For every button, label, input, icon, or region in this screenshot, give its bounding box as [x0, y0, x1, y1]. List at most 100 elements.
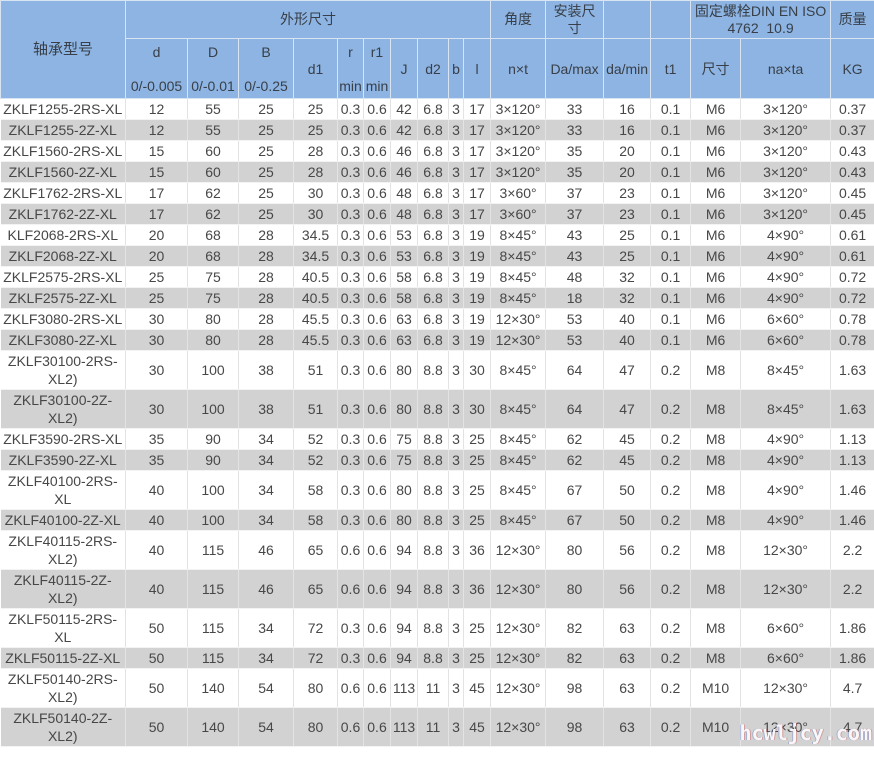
- cell-B: 34: [238, 509, 294, 531]
- cell-b: 3: [448, 608, 464, 648]
- cell-D: 100: [187, 470, 239, 510]
- cell-da-min: 40: [603, 308, 652, 330]
- cell-kg: 0.43: [830, 161, 874, 183]
- header-col-size: 尺寸: [690, 38, 742, 99]
- cell-J: 94: [390, 569, 418, 609]
- cell-r1: 0.6: [363, 449, 391, 471]
- cell-size: M6: [690, 245, 742, 267]
- cell-model: ZKLF3590-2RS-XL: [0, 428, 126, 450]
- cell-nxt: 8×45°: [490, 449, 547, 471]
- cell-B: 25: [238, 161, 294, 183]
- cell-b: 3: [448, 140, 464, 162]
- table-row: ZKLF1560-2RS-XL 15 60 25 28 0.3 0.6 46 6…: [0, 140, 874, 162]
- cell-size: M8: [690, 389, 742, 429]
- cell-naxta: 3×120°: [740, 203, 832, 225]
- cell-nxt: 8×45°: [490, 266, 547, 288]
- cell-D: 80: [187, 329, 239, 351]
- cell-r: 0.3: [337, 449, 364, 471]
- cell-nxt: 12×30°: [490, 707, 547, 747]
- cell-d2: 8.8: [417, 509, 449, 531]
- table-row: ZKLF30100-2Z-XL2) 30 100 38 51 0.3 0.6 8…: [0, 389, 874, 429]
- cell-da-min: 50: [603, 470, 652, 510]
- cell-d: 35: [125, 428, 188, 450]
- cell-J: 80: [390, 509, 418, 531]
- cell-d1: 34.5: [293, 245, 338, 267]
- table-row: ZKLF50115-2RS-XL 50 115 34 72 0.3 0.6 94…: [0, 608, 874, 648]
- cell-size: M8: [690, 350, 742, 390]
- cell-B: 28: [238, 329, 294, 351]
- cell-l: 19: [463, 329, 492, 351]
- cell-B: 28: [238, 266, 294, 288]
- cell-size: M8: [690, 569, 742, 609]
- table-row: ZKLF1762-2Z-XL 17 62 25 30 0.3 0.6 48 6.…: [0, 203, 874, 225]
- cell-da-min: 25: [603, 245, 652, 267]
- cell-t1: 0.2: [650, 428, 692, 450]
- cell-D: 115: [187, 608, 239, 648]
- cell-r1: 0.6: [363, 707, 391, 747]
- cell-kg: 0.78: [830, 308, 874, 330]
- cell-J: 48: [390, 182, 418, 204]
- cell-d1: 65: [293, 530, 338, 570]
- cell-J: 80: [390, 389, 418, 429]
- col-min-r1: min: [365, 77, 389, 94]
- cell-d: 15: [125, 161, 188, 183]
- header-blank-2: [650, 0, 692, 39]
- table-row: ZKLF1762-2RS-XL 17 62 25 30 0.3 0.6 48 6…: [0, 182, 874, 204]
- cell-d: 25: [125, 287, 188, 309]
- cell-r: 0.3: [337, 389, 364, 429]
- cell-naxta: 4×90°: [740, 287, 832, 309]
- cell-size: M8: [690, 608, 742, 648]
- cell-B: 46: [238, 569, 294, 609]
- cell-Da-max: 62: [545, 449, 605, 471]
- cell-naxta: 8×45°: [740, 350, 832, 390]
- cell-kg: 0.45: [830, 203, 874, 225]
- cell-naxta: 12×30°: [740, 707, 832, 747]
- cell-naxta: 4×90°: [740, 428, 832, 450]
- cell-r1: 0.6: [363, 182, 391, 204]
- cell-D: 55: [187, 119, 239, 141]
- cell-d1: 28: [293, 161, 338, 183]
- cell-d: 17: [125, 203, 188, 225]
- cell-nxt: 3×120°: [490, 98, 547, 120]
- cell-r: 0.3: [337, 161, 364, 183]
- cell-b: 3: [448, 389, 464, 429]
- cell-d1: 40.5: [293, 287, 338, 309]
- cell-d: 50: [125, 707, 188, 747]
- cell-r: 0.3: [337, 287, 364, 309]
- cell-d2: 6.8: [417, 203, 449, 225]
- cell-nxt: 3×120°: [490, 119, 547, 141]
- cell-r: 0.3: [337, 182, 364, 204]
- cell-d2: 8.8: [417, 428, 449, 450]
- cell-da-min: 56: [603, 569, 652, 609]
- cell-J: 63: [390, 308, 418, 330]
- cell-Da-max: 37: [545, 203, 605, 225]
- cell-r: 0.3: [337, 266, 364, 288]
- cell-J: 63: [390, 329, 418, 351]
- cell-r: 0.3: [337, 203, 364, 225]
- cell-d1: 58: [293, 509, 338, 531]
- table-row: ZKLF50140-2RS-XL2) 50 140 54 80 0.6 0.6 …: [0, 668, 874, 708]
- cell-D: 100: [187, 350, 239, 390]
- header-col-J: J: [390, 38, 418, 99]
- cell-d1: 80: [293, 707, 338, 747]
- cell-nxt: 12×30°: [490, 308, 547, 330]
- cell-size: M8: [690, 449, 742, 471]
- cell-d: 40: [125, 470, 188, 510]
- cell-d: 50: [125, 647, 188, 669]
- cell-B: 38: [238, 350, 294, 390]
- cell-d2: 6.8: [417, 287, 449, 309]
- cell-da-min: 63: [603, 647, 652, 669]
- cell-size: M6: [690, 98, 742, 120]
- cell-nxt: 8×45°: [490, 350, 547, 390]
- col-label-r: r: [348, 43, 353, 60]
- header-outer-dimensions: 外形尺寸: [124, 0, 492, 39]
- cell-d2: 8.8: [417, 350, 449, 390]
- col-label-D: D: [207, 43, 219, 60]
- cell-l: 36: [463, 569, 492, 609]
- cell-nxt: 8×45°: [490, 224, 547, 246]
- cell-r1: 0.6: [363, 119, 391, 141]
- cell-B: 25: [238, 182, 294, 204]
- cell-l: 45: [463, 668, 492, 708]
- cell-kg: 1.86: [830, 647, 874, 669]
- cell-r: 0.3: [337, 428, 364, 450]
